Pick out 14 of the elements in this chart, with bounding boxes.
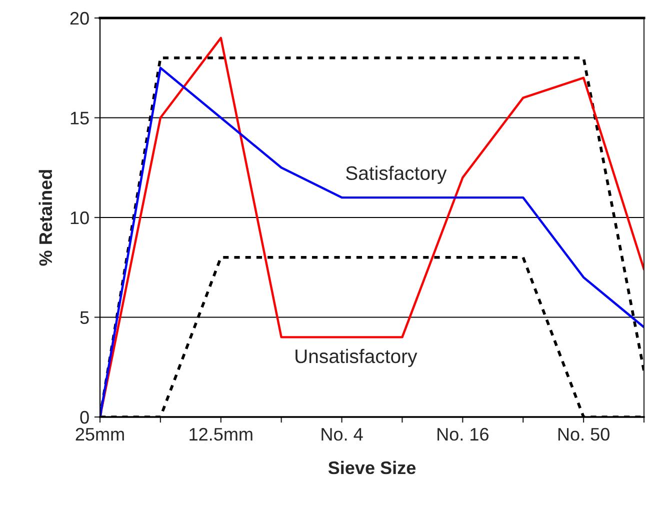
x-tick-label: 25mm <box>76 428 124 441</box>
y-axis-title: % Retained <box>38 170 52 266</box>
annotation: Unsatisfactory <box>296 348 418 368</box>
y-tick-label: 20 <box>70 12 89 25</box>
y-tick-label: 10 <box>70 211 89 224</box>
x-tick-label: No. 50 <box>558 428 610 441</box>
x-axis-title: Sieve Size <box>328 460 416 474</box>
x-tick-label: No. 16 <box>438 428 488 441</box>
y-tick-label: 5 <box>80 311 89 324</box>
y-tick-label: 0 <box>80 410 89 424</box>
annotation: Satisfactory <box>346 166 447 184</box>
y-tick-label: 15 <box>70 112 89 124</box>
x-tick-label: No. 4 <box>322 428 363 441</box>
x-tick-label: 12.5mm <box>190 428 252 441</box>
